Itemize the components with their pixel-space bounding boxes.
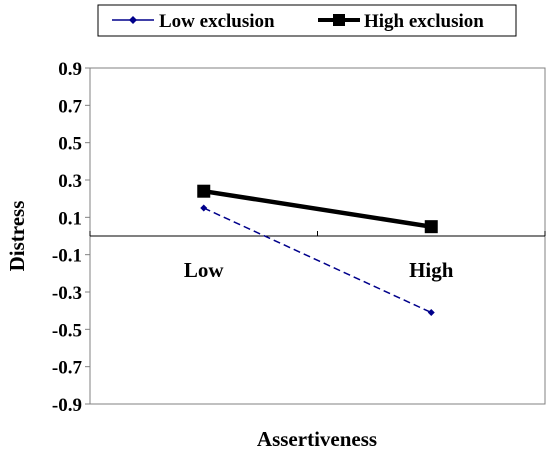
y-tick-label: -0.9 bbox=[52, 395, 82, 416]
y-axis-title: Distress bbox=[5, 201, 29, 272]
data-point-high-exclusion-low bbox=[197, 184, 211, 198]
y-tick-label: -0.1 bbox=[52, 246, 82, 267]
legend-marker-low-exclusion bbox=[129, 16, 137, 24]
y-tick-label: 0.7 bbox=[58, 96, 82, 117]
x-category-label-high: High bbox=[409, 258, 454, 282]
data-point-low-exclusion-low bbox=[200, 204, 208, 212]
y-tick-label: 0.5 bbox=[58, 134, 82, 155]
legend-label-low-exclusion: Low exclusion bbox=[159, 11, 275, 32]
y-tick-label: 0.3 bbox=[58, 171, 82, 192]
series-line-high-exclusion bbox=[203, 188, 432, 229]
y-tick-labels: 0.9 0.7 0.5 0.3 0.1 -0.1 -0.3 -0.5 -0.7 … bbox=[52, 59, 83, 416]
data-point-high-exclusion-high bbox=[424, 220, 438, 234]
y-tick-label: -0.3 bbox=[52, 283, 82, 304]
series-line-low-exclusion bbox=[203, 207, 432, 314]
x-axis-title: Assertiveness bbox=[257, 427, 377, 451]
data-point-low-exclusion-high bbox=[427, 309, 435, 317]
legend-box bbox=[97, 4, 517, 37]
y-tick-label: 0.1 bbox=[58, 208, 82, 229]
legend: Low exclusion High exclusion bbox=[97, 4, 517, 37]
x-category-label-low: Low bbox=[184, 258, 225, 282]
x-tick-marks bbox=[89, 231, 546, 236]
y-tick-marks bbox=[85, 67, 90, 405]
y-tick-label: -0.5 bbox=[52, 320, 82, 341]
legend-marker-high-exclusion bbox=[333, 14, 345, 26]
y-tick-label: -0.7 bbox=[52, 358, 83, 379]
y-tick-label: 0.9 bbox=[58, 59, 82, 80]
legend-label-high-exclusion: High exclusion bbox=[364, 11, 484, 32]
